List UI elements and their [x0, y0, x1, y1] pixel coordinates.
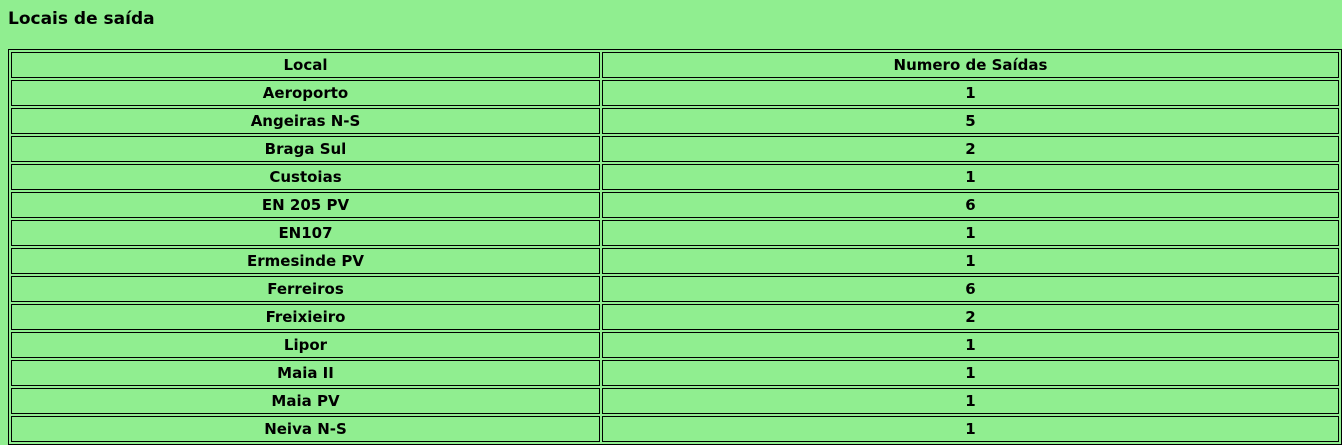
cell-numero-saidas: 1 — [602, 164, 1339, 190]
cell-local: Ermesinde PV — [11, 248, 600, 274]
column-header-numero-saidas: Numero de Saídas — [602, 52, 1339, 78]
cell-numero-saidas: 6 — [602, 276, 1339, 302]
cell-local: Maia II — [11, 360, 600, 386]
table-row: Braga Sul 2 — [11, 136, 1339, 162]
table-row: EN107 1 — [11, 220, 1339, 246]
exit-locations-table: Local Numero de Saídas Aeroporto 1 Angei… — [8, 49, 1342, 445]
table-row: Maia PV 1 — [11, 388, 1339, 414]
page-title: Locais de saída — [8, 9, 155, 29]
cell-numero-saidas: 1 — [602, 360, 1339, 386]
table-row: Custoias 1 — [11, 164, 1339, 190]
table-row: EN 205 PV 6 — [11, 192, 1339, 218]
column-header-local: Local — [11, 52, 600, 78]
cell-numero-saidas: 2 — [602, 304, 1339, 330]
table-row: Maia II 1 — [11, 360, 1339, 386]
cell-local: Aeroporto — [11, 80, 600, 106]
cell-local: Lipor — [11, 332, 600, 358]
cell-numero-saidas: 6 — [602, 192, 1339, 218]
table-row: Angeiras N-S 5 — [11, 108, 1339, 134]
cell-local: EN 205 PV — [11, 192, 600, 218]
cell-numero-saidas: 1 — [602, 220, 1339, 246]
cell-local: Custoias — [11, 164, 600, 190]
cell-numero-saidas: 1 — [602, 332, 1339, 358]
cell-local: EN107 — [11, 220, 600, 246]
table-row: Freixieiro 2 — [11, 304, 1339, 330]
cell-local: Braga Sul — [11, 136, 600, 162]
cell-numero-saidas: 1 — [602, 388, 1339, 414]
table-row: Ferreiros 6 — [11, 276, 1339, 302]
exit-locations-table-container: Local Numero de Saídas Aeroporto 1 Angei… — [8, 49, 1342, 445]
table-header-row: Local Numero de Saídas — [11, 52, 1339, 78]
table-row: Aeroporto 1 — [11, 80, 1339, 106]
cell-numero-saidas: 1 — [602, 80, 1339, 106]
cell-numero-saidas: 1 — [602, 248, 1339, 274]
cell-local: Maia PV — [11, 388, 600, 414]
cell-numero-saidas: 1 — [602, 416, 1339, 442]
table-row: Lipor 1 — [11, 332, 1339, 358]
cell-local: Freixieiro — [11, 304, 600, 330]
cell-local: Neiva N-S — [11, 416, 600, 442]
cell-numero-saidas: 5 — [602, 108, 1339, 134]
table-row: Ermesinde PV 1 — [11, 248, 1339, 274]
cell-local: Angeiras N-S — [11, 108, 600, 134]
table-row: Neiva N-S 1 — [11, 416, 1339, 442]
cell-numero-saidas: 2 — [602, 136, 1339, 162]
cell-local: Ferreiros — [11, 276, 600, 302]
